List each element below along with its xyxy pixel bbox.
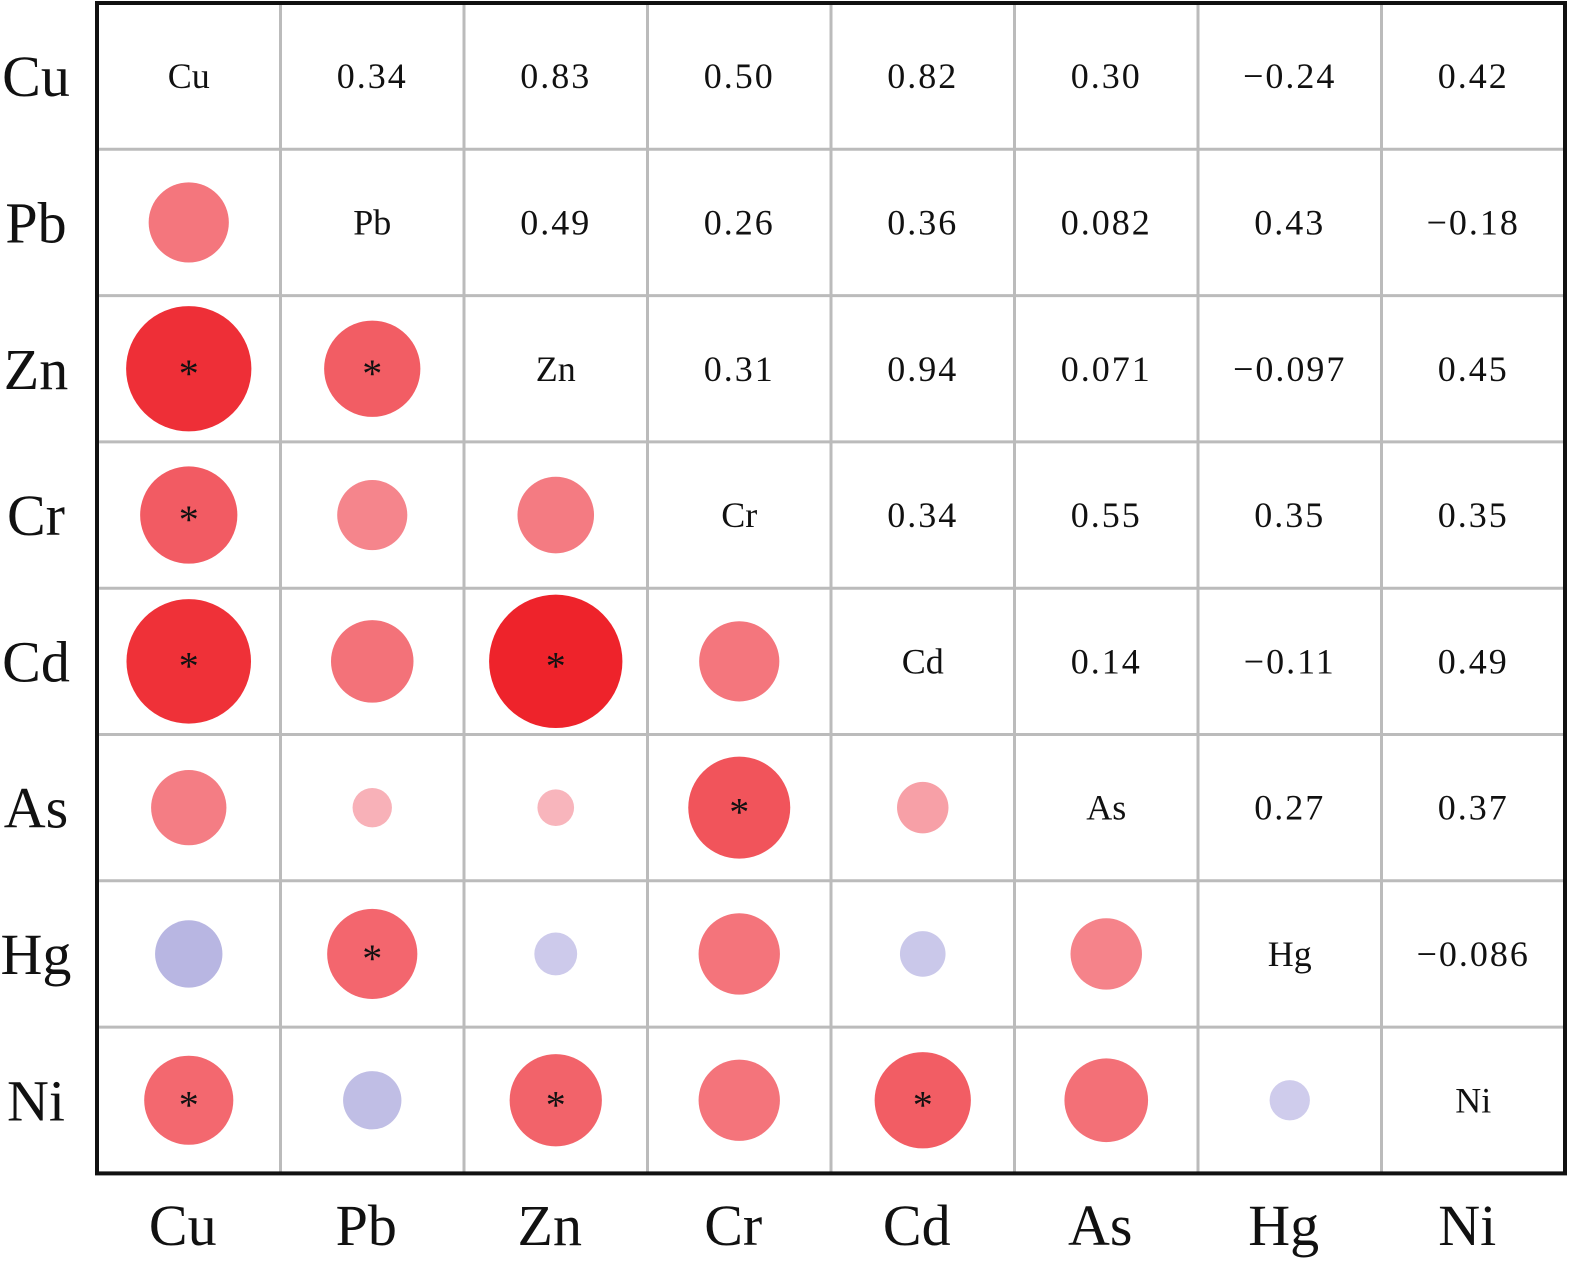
significance-marker: * (362, 351, 382, 396)
corr-value-label: 0.94 (887, 349, 958, 389)
corr-circle-as-cd (897, 781, 949, 834)
row-label-cd: Cd (2, 629, 70, 694)
significance-marker: * (179, 643, 199, 688)
col-label-as: As (1068, 1193, 1132, 1258)
diagonal-label: Cu (168, 56, 210, 96)
diagonal-label: Hg (1268, 934, 1312, 974)
corr-value-label: 0.35 (1254, 495, 1325, 535)
diagonal-label: Ni (1455, 1080, 1491, 1120)
corr-circle-cr-cu (140, 466, 238, 564)
corr-value-label: 0.42 (1438, 56, 1509, 96)
corr-value-label: −0.11 (1244, 641, 1336, 681)
corr-circle-hg-cd (899, 931, 946, 977)
diagonal-label: Pb (353, 202, 391, 242)
corr-value-label: −0.24 (1243, 56, 1336, 96)
significance-marker: * (179, 497, 199, 542)
corr-circle-hg-pb (327, 908, 418, 1000)
corr-circle-hg-cr (698, 913, 780, 995)
corr-value-label: 0.49 (520, 202, 591, 242)
corr-circle-zn-pb (324, 320, 421, 417)
corr-value-label: 0.49 (1438, 641, 1509, 681)
matrix-border (95, 1, 1567, 1176)
corr-circle-cd-zn (489, 594, 623, 729)
significance-marker: * (179, 351, 199, 396)
significance-marker: * (913, 1082, 933, 1127)
significance-marker: * (362, 936, 382, 981)
corr-value-label: 0.26 (704, 202, 775, 242)
corr-circle-ni-hg (1269, 1080, 1310, 1121)
col-label-cd: Cd (883, 1193, 951, 1258)
cell-labels: Cu 0.34 0.83 0.50 0.82 0.30 −0.24 0.42 Pb 0.49 0.2… (168, 56, 1530, 1127)
corr-value-label: −0.086 (1417, 934, 1530, 974)
corr-circle-pb-cu (148, 182, 229, 263)
corr-value-label: 0.14 (1071, 641, 1142, 681)
corr-value-label: 0.30 (1071, 56, 1142, 96)
row-label-cu: Cu (2, 44, 70, 109)
corr-value-label: 0.34 (337, 56, 408, 96)
corr-value-label: 0.83 (520, 56, 591, 96)
diagonal-label: Zn (536, 349, 576, 389)
corr-circle-hg-zn (534, 932, 578, 976)
row-label-as: As (4, 776, 68, 841)
corr-value-label: 0.37 (1438, 788, 1509, 828)
corr-value-label: 0.35 (1438, 495, 1509, 535)
row-label-zn: Zn (4, 337, 68, 402)
correlation-circles (126, 182, 1310, 1149)
corr-circle-cr-zn (517, 476, 595, 554)
corr-value-label: −0.097 (1233, 349, 1346, 389)
corr-circle-as-cr (688, 756, 791, 859)
diagonal-label: Cr (721, 495, 757, 535)
corr-circle-as-pb (352, 787, 392, 828)
corr-circle-cd-cu (126, 599, 252, 724)
corr-value-label: 0.071 (1061, 349, 1152, 389)
corr-circle-ni-cd (874, 1052, 971, 1149)
corr-circle-cd-cr (699, 621, 780, 702)
corr-circle-zn-cu (126, 306, 252, 432)
col-label-hg: Hg (1248, 1193, 1319, 1258)
corr-value-label: 0.34 (887, 495, 958, 535)
row-label-hg: Hg (1, 922, 72, 987)
corr-value-label: 0.43 (1254, 202, 1325, 242)
row-label-pb: Pb (5, 190, 66, 255)
axis-labels: Cu Pb Zn Cr Cd As Hg Ni Cu Pb Zn Cr Cd As Hg Ni (1, 44, 1497, 1258)
significance-marker: * (546, 1082, 566, 1127)
corr-value-label: 0.31 (704, 349, 775, 389)
corr-value-label: 0.36 (887, 202, 958, 242)
corr-circle-as-cu (151, 769, 227, 846)
corr-circle-as-zn (537, 789, 575, 826)
diagonal-label: Cd (902, 641, 944, 681)
corr-circle-ni-as (1064, 1058, 1149, 1143)
corr-circle-cd-pb (330, 620, 414, 703)
corr-circle-ni-cu (144, 1055, 234, 1145)
significance-marker: * (546, 643, 566, 688)
col-label-ni: Ni (1438, 1193, 1496, 1258)
significance-marker: * (179, 1082, 199, 1127)
corr-value-label: 0.27 (1254, 788, 1325, 828)
corr-value-label: 0.82 (887, 56, 958, 96)
col-label-cu: Cu (149, 1193, 217, 1258)
corr-circle-hg-as (1070, 918, 1142, 990)
corr-circle-hg-cu (155, 920, 223, 988)
corr-value-label: −0.18 (1427, 202, 1520, 242)
corr-value-label: 0.45 (1438, 349, 1509, 389)
corr-circle-ni-zn (509, 1054, 602, 1147)
col-label-cr: Cr (704, 1193, 762, 1258)
row-label-ni: Ni (7, 1068, 65, 1133)
row-label-cr: Cr (7, 483, 65, 548)
corr-circle-ni-pb (343, 1071, 402, 1130)
corr-value-label: 0.50 (704, 56, 775, 96)
diagonal-label: As (1086, 788, 1126, 828)
corr-circle-ni-cr (698, 1059, 780, 1141)
grid-lines (97, 3, 1565, 1174)
significance-marker: * (729, 790, 749, 835)
col-label-zn: Zn (518, 1193, 582, 1258)
corr-value-label: 0.55 (1071, 495, 1142, 535)
corr-circle-cr-pb (337, 479, 408, 551)
col-label-pb: Pb (336, 1193, 397, 1258)
corr-value-label: 0.082 (1061, 202, 1152, 242)
